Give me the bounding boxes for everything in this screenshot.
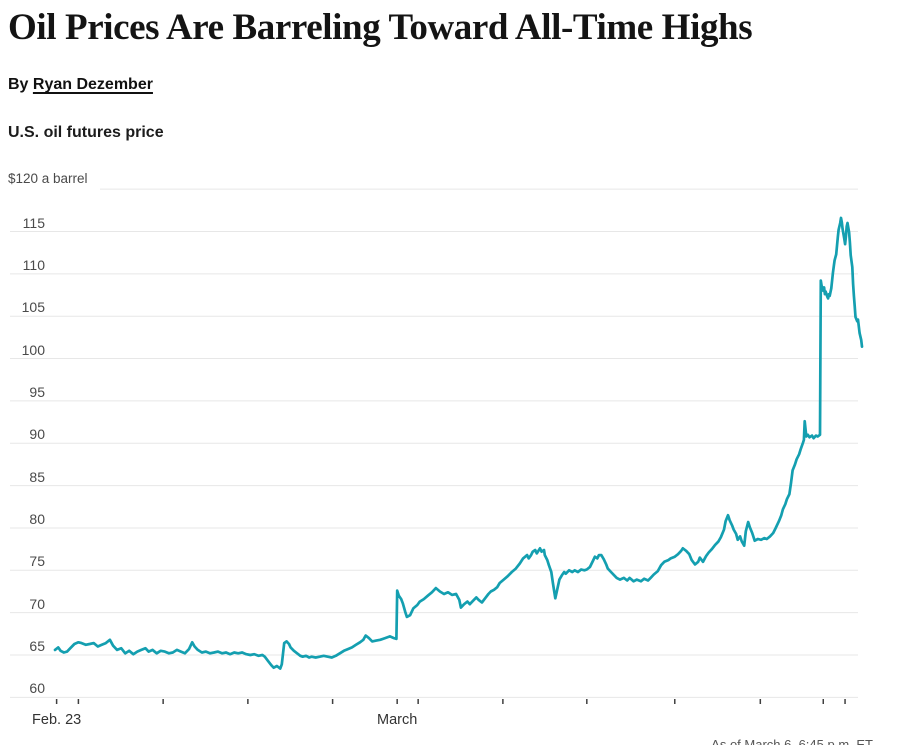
byline: By Ryan Dezember <box>8 76 153 94</box>
y-axis-label: 65 <box>29 638 45 654</box>
x-axis-label: March <box>377 712 418 728</box>
y-axis-label: 75 <box>29 553 45 570</box>
y-axis-label: 105 <box>21 299 45 316</box>
author-link[interactable]: Ryan Dezember <box>32 76 153 93</box>
unit-label: $120 a barrel <box>8 171 88 186</box>
y-axis-label: 95 <box>29 383 45 400</box>
y-axis-label: 90 <box>29 426 45 443</box>
y-axis-label: 60 <box>29 680 45 697</box>
as-of-note: As of March 6, 6:45 p.m. ET <box>711 737 873 745</box>
y-axis-label: 80 <box>29 510 45 527</box>
y-axis-label: 85 <box>29 468 45 485</box>
y-axis-label: 70 <box>29 595 45 612</box>
y-axis-label: 100 <box>21 341 45 358</box>
byline-prefix: By <box>8 76 29 93</box>
x-axis-label: Feb. 23 <box>32 712 82 728</box>
y-axis-label: 115 <box>22 214 45 231</box>
price-line <box>53 216 864 670</box>
page-title: Oil Prices Are Barreling Toward All-Time… <box>8 7 753 48</box>
chart-heading: U.S. oil futures price <box>8 124 164 141</box>
y-axis-label: 110 <box>22 256 45 273</box>
